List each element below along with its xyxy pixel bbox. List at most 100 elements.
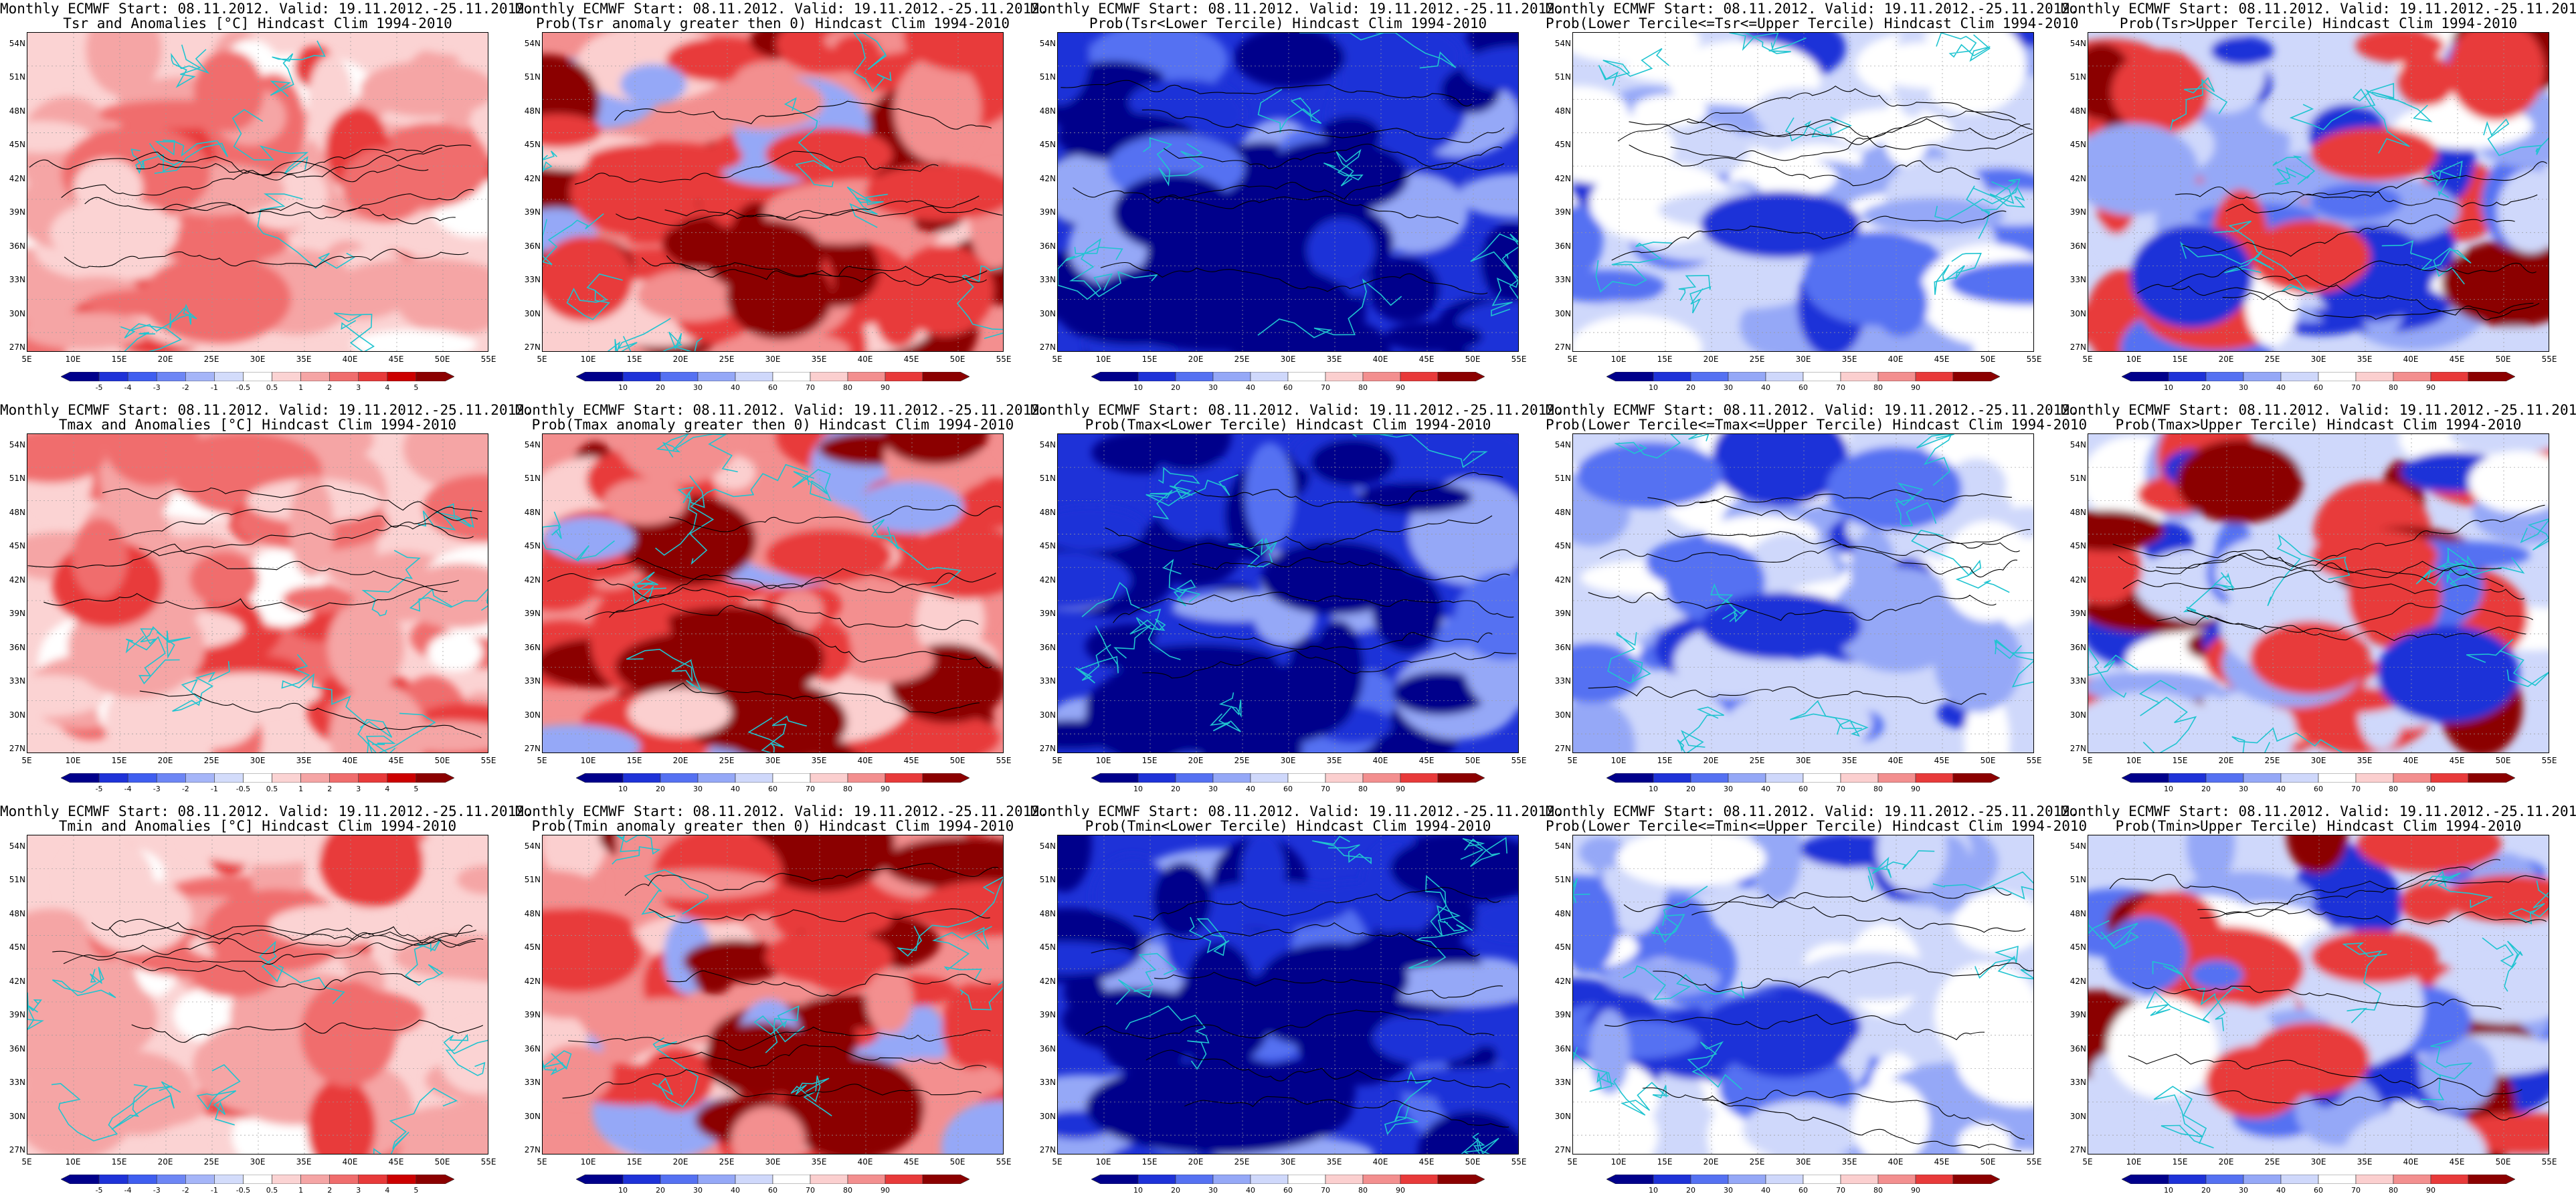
latitude-label: 39N <box>1554 1010 1571 1020</box>
colorbar-label: 10 <box>2164 383 2173 392</box>
longitude-label: 20E <box>157 756 173 765</box>
shaded-cell <box>2397 54 2455 107</box>
map-field <box>27 33 488 351</box>
longitude-label: 55E <box>996 1157 1012 1167</box>
longitude-label: 20E <box>1188 756 1204 765</box>
panel-title-line2: Prob(Tmax>Upper Tercile) Hindcast Clim 1… <box>2115 417 2522 433</box>
latitude-label: 42N <box>1554 575 1571 585</box>
shaded-cell <box>1934 612 2022 713</box>
colorbar-label: 60 <box>2314 383 2323 392</box>
shaded-cell <box>2310 127 2438 181</box>
longitude-label: 45E <box>388 756 404 765</box>
longitude-label: 45E <box>1418 1157 1435 1167</box>
shaded-cell <box>1392 1068 1518 1100</box>
shaded-cell <box>1474 900 1518 940</box>
graticule <box>1573 434 2033 752</box>
colorbar-swatch <box>1728 1175 1766 1184</box>
colorbar-label: 60 <box>1283 1186 1293 1195</box>
longitude-label: 40E <box>2403 1157 2419 1167</box>
latitude-label: 27N <box>1554 1145 1571 1155</box>
colorbar-swatch <box>61 1175 100 1184</box>
longitude-label: 40E <box>342 1157 358 1167</box>
colorbar-swatch <box>1137 773 1176 783</box>
shaded-cell <box>1576 441 1723 508</box>
longitude-label: 40E <box>1372 756 1388 765</box>
shaded-cell <box>1085 1060 1354 1154</box>
map-panel: Monthly ECMWF Start: 08.11.2012. Valid: … <box>1030 803 1564 1204</box>
latitude-label: 48N <box>9 507 25 517</box>
longitude-label: 5E <box>1567 1157 1578 1167</box>
colorbar-swatch <box>922 1175 970 1184</box>
longitude-label: 20E <box>157 355 173 364</box>
latitude-label: 39N <box>524 1010 541 1020</box>
shaded-cell <box>2088 124 2199 215</box>
colorbar-label: 70 <box>1836 785 1845 793</box>
shaded-cell <box>401 563 488 629</box>
latitude-label: 36N <box>2069 642 2086 652</box>
shaded-cell <box>1573 33 1701 64</box>
latitude-label: 48N <box>1039 908 1056 918</box>
latitude-label: 39N <box>2069 1010 2086 1020</box>
longitude-label: 45E <box>388 355 404 364</box>
colorbar-label: 0.5 <box>266 1186 278 1195</box>
colorbar-swatch <box>1400 773 1439 783</box>
map-area <box>1572 835 2034 1155</box>
shaded-cell <box>866 967 913 1034</box>
shaded-cell <box>1730 1067 1855 1107</box>
longitude-label: 10E <box>1095 355 1111 364</box>
map-panel: Monthly ECMWF Start: 08.11.2012. Valid: … <box>1030 0 1564 401</box>
shaded-field <box>27 835 488 1154</box>
latitude-label: 39N <box>9 609 25 619</box>
colorbar-swatch <box>214 773 244 783</box>
colorbar-swatch <box>358 372 388 381</box>
latitude-label: 42N <box>2069 173 2086 183</box>
shaded-cell <box>2210 35 2274 66</box>
colorbar-swatch <box>1212 1175 1251 1184</box>
shaded-cell <box>1058 33 1090 106</box>
panel-title-line1: Monthly ECMWF Start: 08.11.2012. Valid: … <box>1030 402 1564 418</box>
longitude-label: 55E <box>1511 756 1527 765</box>
longitude-label: 10E <box>2126 1157 2142 1167</box>
panel-title-line1: Monthly ECMWF Start: 08.11.2012. Valid: … <box>1030 1 1564 17</box>
latitude-label: 54N <box>524 440 541 449</box>
map-field <box>1058 434 1518 752</box>
shaded-field <box>2088 835 2549 1154</box>
longitude-label: 25E <box>1749 1157 1765 1167</box>
longitude-label: 15E <box>1141 756 1158 765</box>
colorbar-swatch <box>1091 372 1139 381</box>
longitude-label: 40E <box>1372 355 1388 364</box>
colorbar <box>576 1175 970 1184</box>
longitude-label: 45E <box>1934 1157 1950 1167</box>
graticule <box>27 835 488 1154</box>
colorbar-label: -1 <box>210 1186 218 1195</box>
colorbar-label: 70 <box>1321 383 1330 392</box>
latitude-label: 36N <box>9 642 25 652</box>
longitude-label: 55E <box>480 1157 496 1167</box>
longitude-label: 45E <box>2449 1157 2465 1167</box>
panel-title-line2: Prob(Tmin<Lower Tercile) Hindcast Clim 1… <box>1085 818 1491 834</box>
contour-lines <box>2112 504 2545 641</box>
longitude-label: 20E <box>672 756 688 765</box>
latitude-label: 33N <box>2069 1078 2086 1088</box>
shaded-cell <box>1085 659 1354 752</box>
shaded-cell <box>2088 536 2142 605</box>
longitude-label: 15E <box>1657 355 1673 364</box>
shaded-cell <box>2355 33 2444 63</box>
colorbar-swatch <box>772 372 811 381</box>
longitude-label: 30E <box>765 756 781 765</box>
colorbar-label: 70 <box>806 1186 815 1195</box>
longitude-label: 10E <box>1611 756 1627 765</box>
longitude-label: 30E <box>1795 355 1811 364</box>
latitude-label: 36N <box>9 241 25 251</box>
shaded-cell <box>894 56 982 163</box>
shaded-field <box>27 434 488 752</box>
colorbar <box>1091 372 1485 381</box>
longitude-label: 15E <box>626 1157 642 1167</box>
longitude-label: 50E <box>1465 355 1481 364</box>
latitude-label: 45N <box>1039 541 1056 551</box>
longitude-label: 25E <box>203 1157 219 1167</box>
shaded-cell <box>393 934 488 979</box>
longitude-label: 30E <box>2310 1157 2326 1167</box>
shaded-cell <box>27 675 107 717</box>
shaded-cell <box>1153 862 1212 937</box>
